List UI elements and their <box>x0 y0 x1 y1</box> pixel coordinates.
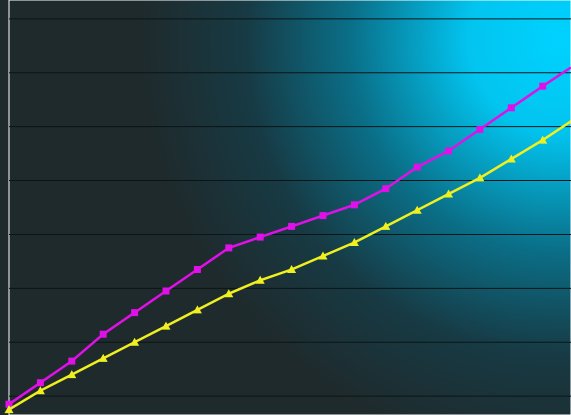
series-0-point-9 <box>288 222 296 230</box>
series-1 <box>4 120 571 414</box>
series-0-point-10 <box>319 212 327 220</box>
series-0-point-6 <box>193 266 201 273</box>
gridlines <box>9 18 571 397</box>
plot-border <box>8 0 571 415</box>
series-1-point-5 <box>161 321 171 330</box>
series-0-point-11 <box>350 201 358 209</box>
series-1-point-14 <box>444 189 454 198</box>
series-0-point-16 <box>507 104 515 112</box>
series-0-point-1 <box>36 379 44 387</box>
series-1-point-6 <box>192 305 202 314</box>
series-0-point-4 <box>131 309 139 317</box>
series-1-point-12 <box>381 221 391 230</box>
series-1-point-0 <box>4 405 14 414</box>
series-1-point-15 <box>475 173 485 182</box>
series-0 <box>5 66 571 408</box>
series-1-point-7 <box>224 289 234 298</box>
series-1-point-16 <box>506 154 516 163</box>
series-1-point-9 <box>287 265 297 273</box>
series-0-point-5 <box>162 287 170 295</box>
series-0-point-14 <box>445 147 453 155</box>
series-0-point-2 <box>68 357 76 365</box>
series-1-point-17 <box>538 135 548 144</box>
series-1-point-1 <box>35 386 45 395</box>
series-1-point-2 <box>67 370 77 379</box>
series-0-point-8 <box>256 233 264 241</box>
series-1-point-11 <box>349 238 359 246</box>
series-layer <box>4 66 571 414</box>
series-0-point-15 <box>476 125 484 133</box>
series-0-point-3 <box>99 330 107 338</box>
series-0-point-7 <box>225 244 233 252</box>
series-1-point-13 <box>412 205 422 214</box>
series-1-point-10 <box>318 251 328 260</box>
series-1-point-8 <box>255 275 265 284</box>
series-0-point-17 <box>539 82 547 90</box>
series-0-point-12 <box>382 185 390 193</box>
series-1-point-4 <box>130 337 140 346</box>
series-0-point-0 <box>5 400 13 408</box>
series-1-point-3 <box>98 353 108 362</box>
series-0-point-13 <box>413 163 421 171</box>
